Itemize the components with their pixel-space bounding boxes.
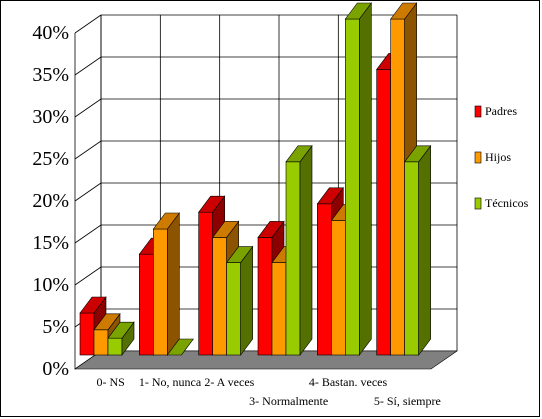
x-tick-label: 4- Bastan. veces bbox=[309, 375, 388, 389]
bar-side-face bbox=[240, 245, 253, 356]
x-tick-label: 3- Normalmente bbox=[249, 394, 328, 408]
bar-front-face bbox=[153, 228, 168, 356]
bar-side-face bbox=[299, 144, 313, 356]
bar-front-face bbox=[331, 220, 346, 356]
bar-t-cnicos bbox=[285, 144, 313, 356]
bar-top-face bbox=[344, 2, 372, 20]
bar-front-face bbox=[404, 161, 419, 356]
side-gridline bbox=[74, 266, 102, 286]
bar-top-face bbox=[257, 221, 285, 238]
bar-top-face bbox=[285, 145, 313, 163]
y-tick-label: 10% bbox=[32, 274, 69, 296]
bar-top-face bbox=[316, 187, 344, 205]
bar-top-face bbox=[404, 145, 432, 163]
bar-front-face bbox=[212, 237, 227, 356]
bar-top-face bbox=[198, 195, 226, 213]
side-gridline bbox=[74, 56, 102, 76]
bar-top-face bbox=[79, 296, 107, 314]
y-tick-label: 30% bbox=[32, 106, 69, 128]
side-gridline bbox=[74, 140, 102, 160]
side-gridline bbox=[74, 14, 102, 34]
legend-label: Padres bbox=[485, 104, 517, 118]
bar-t-cnicos bbox=[107, 321, 135, 356]
bar-front-face bbox=[93, 329, 109, 356]
bar-side-face bbox=[359, 2, 372, 356]
y-tick-label: 40% bbox=[32, 22, 69, 44]
legend-label: Hijos bbox=[485, 150, 511, 164]
y-tick-label: 5% bbox=[42, 316, 69, 338]
bar-front-face bbox=[79, 312, 95, 356]
bar-front-face bbox=[390, 18, 405, 356]
bar-side-face bbox=[418, 144, 431, 356]
bar-top-face bbox=[93, 313, 121, 331]
side-gridline bbox=[74, 224, 102, 244]
legend-swatch bbox=[474, 105, 482, 118]
side-gridline bbox=[74, 98, 102, 118]
y-tick-label: 0% bbox=[42, 358, 69, 380]
bar-front-face bbox=[271, 262, 287, 356]
bar-side-face bbox=[167, 212, 180, 356]
bar-top-face bbox=[226, 246, 254, 263]
bar-top-face bbox=[166, 338, 194, 356]
chart-floor bbox=[74, 350, 458, 370]
bar-front-face bbox=[107, 337, 123, 356]
legend-swatch bbox=[474, 151, 482, 164]
bar-top-face bbox=[107, 321, 135, 339]
bar-front-face bbox=[317, 203, 332, 356]
bar-t-cnicos bbox=[226, 245, 254, 356]
y-tick-label: 25% bbox=[32, 148, 69, 170]
bar-front-face bbox=[376, 69, 391, 356]
side-gridline bbox=[74, 182, 102, 202]
bar-front-face bbox=[226, 262, 241, 356]
bar-front-face bbox=[257, 237, 273, 356]
x-tick-label: 0- NS bbox=[96, 375, 124, 389]
bar-front-face bbox=[198, 211, 213, 356]
bar-top-face bbox=[390, 2, 418, 20]
legend-label: Técnicos bbox=[485, 196, 529, 210]
bar-hijos bbox=[152, 212, 180, 356]
y-tick-label: 35% bbox=[32, 64, 69, 86]
bar-t-cnicos bbox=[404, 144, 432, 356]
bar-top-face bbox=[152, 212, 180, 230]
y-tick-label: 20% bbox=[32, 190, 69, 212]
bar-t-cnicos bbox=[344, 2, 372, 356]
legend-swatch bbox=[474, 197, 482, 210]
bar-t-cnicos bbox=[166, 338, 194, 356]
bar-front-face bbox=[285, 161, 301, 356]
bar-top-face bbox=[212, 221, 240, 238]
bar-front-face bbox=[139, 253, 154, 356]
y-tick-label: 15% bbox=[32, 232, 69, 254]
x-tick-label: 1- No, nunca bbox=[139, 375, 202, 389]
x-tick-label: 2- A veces bbox=[204, 375, 254, 389]
x-tick-label: 5- Sí, siempre bbox=[374, 394, 441, 408]
bar-front-face bbox=[345, 18, 360, 356]
